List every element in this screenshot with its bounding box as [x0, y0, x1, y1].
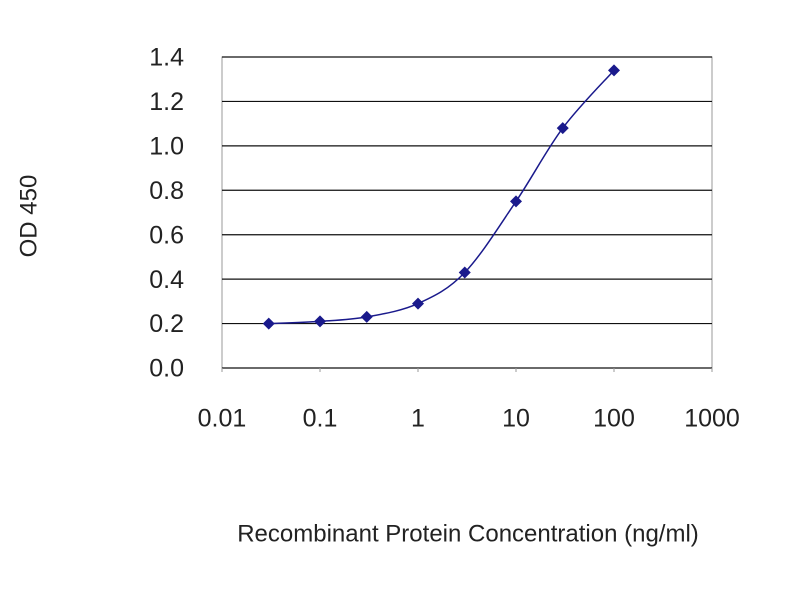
- y-tick-label: 0.4: [149, 266, 184, 294]
- x-tick-label: 0.01: [198, 405, 247, 433]
- data-point: [458, 266, 471, 279]
- data-point: [360, 310, 373, 323]
- y-tick-label: 1.2: [149, 88, 184, 116]
- x-tick-label: 0.1: [303, 405, 338, 433]
- data-point: [510, 195, 522, 208]
- data-point: [412, 297, 424, 310]
- data-point: [262, 317, 275, 330]
- data-point: [314, 315, 326, 328]
- y-tick-label: 0.2: [149, 310, 184, 338]
- y-tick-label: 0.0: [149, 355, 184, 383]
- x-tick-label: 1: [411, 405, 425, 433]
- x-tick-label: 1000: [684, 405, 740, 433]
- y-tick-label: 1.4: [149, 44, 184, 72]
- y-tick-label: 0.8: [149, 177, 184, 205]
- data-point: [608, 64, 620, 77]
- x-tick-label: 100: [593, 405, 635, 433]
- y-axis-label: OD 450: [15, 175, 42, 258]
- y-tick-label: 1.0: [149, 132, 184, 160]
- x-tick-label: 10: [502, 405, 530, 433]
- plot-area: [221, 56, 713, 369]
- data-point: [556, 122, 569, 135]
- x-axis-label: Recombinant Protein Concentration (ng/ml…: [237, 520, 699, 547]
- y-tick-label: 0.6: [149, 221, 184, 249]
